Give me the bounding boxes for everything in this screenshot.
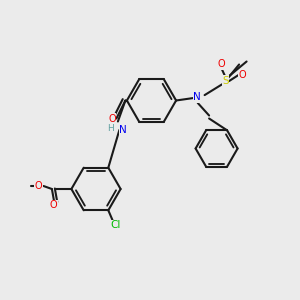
Text: O: O [238, 70, 246, 80]
Text: O: O [34, 181, 42, 191]
Text: N: N [193, 92, 201, 103]
Text: O: O [217, 59, 225, 70]
Text: N: N [119, 125, 127, 135]
Text: O: O [108, 113, 116, 124]
Text: Cl: Cl [111, 220, 121, 230]
Text: H: H [107, 124, 113, 134]
Text: O: O [50, 200, 57, 211]
Text: S: S [222, 76, 229, 86]
